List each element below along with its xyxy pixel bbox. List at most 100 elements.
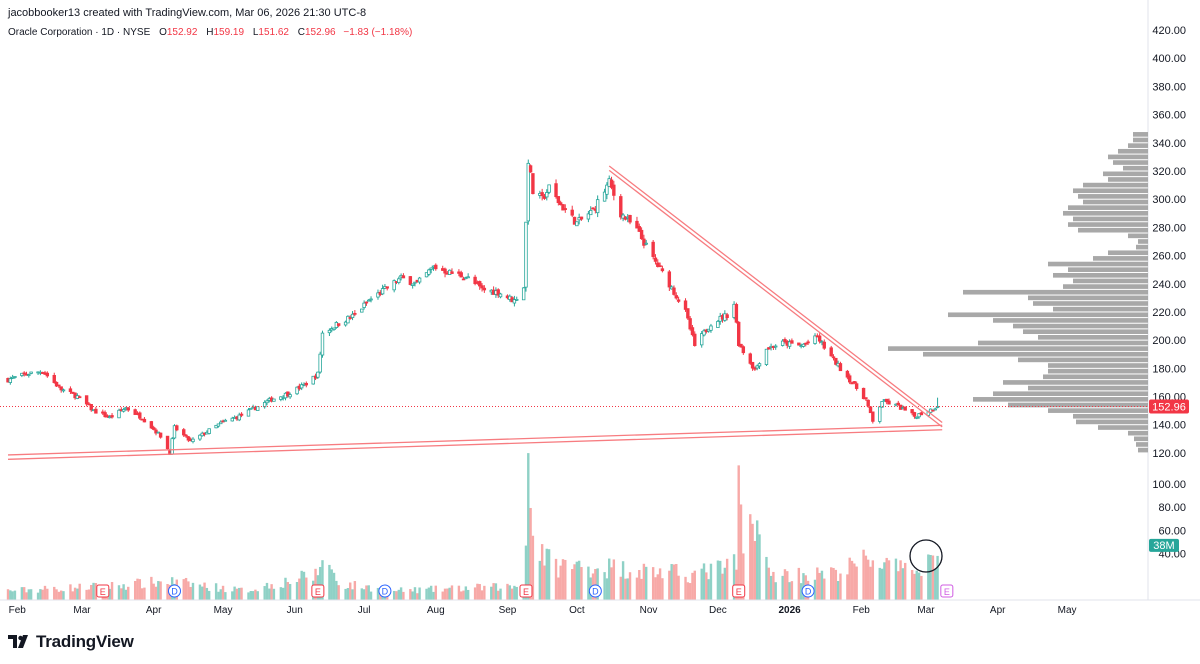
volume-profile-row — [1023, 329, 1148, 335]
price-tick-label: 420.00 — [1152, 25, 1186, 37]
volume-profile-row — [1068, 222, 1148, 227]
volume-bar — [494, 583, 498, 600]
candle-body — [753, 367, 757, 370]
time-tick-label: Apr — [146, 605, 162, 616]
candle-body — [871, 411, 875, 422]
change-value: −1.83 (−1.18%) — [343, 27, 413, 38]
volume-bar — [434, 585, 437, 600]
volume-bar — [362, 589, 366, 600]
price-axis[interactable]: 120.00140.00160.00180.00200.00220.00240.… — [1149, 25, 1189, 561]
volume-bar — [480, 590, 484, 600]
volume-bar — [265, 582, 269, 600]
volume-bar — [466, 589, 470, 600]
volume-bar — [540, 544, 544, 600]
volume-bar — [524, 545, 528, 600]
volume-bar — [499, 588, 502, 600]
volume-profile-row — [1108, 250, 1148, 256]
candle-body — [219, 421, 223, 425]
tradingview-logo[interactable]: TradingView — [8, 632, 134, 652]
last-price-label: 152.96 — [1152, 401, 1186, 413]
volume-profile-row — [923, 351, 1148, 357]
volume-bar — [818, 572, 821, 600]
candle-body — [198, 434, 202, 440]
volume-bar — [628, 572, 632, 600]
volume-profile-row — [1018, 357, 1148, 363]
high-label: H — [206, 27, 214, 38]
candle-body — [223, 419, 228, 422]
volume-bar — [839, 573, 842, 600]
low-label: L — [252, 27, 259, 38]
volume-bar — [432, 591, 435, 600]
volume-bar — [867, 559, 870, 600]
volume-profile-row — [1128, 143, 1148, 148]
last-price-badge — [1149, 399, 1189, 414]
volume-bar — [917, 572, 921, 600]
volume-bar — [73, 587, 77, 600]
volume-bar — [207, 590, 211, 600]
volume-bar — [450, 585, 454, 600]
candle-body — [318, 353, 322, 373]
candle-body — [526, 162, 530, 222]
volume-bar — [41, 589, 44, 600]
candle-body — [674, 295, 678, 299]
earnings-marker — [940, 584, 954, 598]
candle-body — [427, 269, 431, 275]
volume-bar — [349, 582, 352, 600]
volume-bar — [769, 575, 773, 600]
support-trendline — [7, 424, 943, 456]
candle-body — [214, 424, 218, 429]
volume-bar — [36, 592, 40, 600]
volume-bar — [707, 579, 710, 600]
volume-bar — [281, 587, 285, 600]
candle-body — [450, 271, 454, 274]
candle-body — [126, 407, 130, 411]
volume-bar — [737, 465, 740, 600]
volume-bar — [429, 585, 433, 600]
candle-body — [117, 409, 121, 419]
candle-body — [480, 285, 484, 289]
event-markers: E E E E ED D D D — [96, 539, 954, 598]
candle-body — [343, 321, 348, 326]
volume-bar — [462, 590, 465, 600]
candle-body — [915, 416, 919, 419]
volume-profile-row — [1078, 194, 1148, 199]
volume-bar — [286, 582, 289, 600]
candle-body — [182, 429, 186, 436]
candle-body — [110, 415, 114, 418]
volume-bar — [605, 578, 609, 600]
volume-bar — [684, 576, 687, 600]
candle-body — [931, 409, 935, 412]
volume-bar — [346, 588, 350, 600]
candle-body — [686, 308, 690, 319]
candle-body — [175, 425, 179, 431]
volume-bar — [9, 590, 12, 600]
volume-profile-row — [1038, 335, 1148, 340]
volume-bar — [767, 567, 770, 600]
candle-body — [628, 214, 632, 223]
candle-body — [207, 428, 211, 434]
volume-bar — [268, 588, 271, 600]
candle-body — [910, 409, 914, 414]
candle-body — [561, 204, 565, 211]
candle-body — [887, 400, 891, 405]
volume-bar — [651, 567, 655, 600]
volume-bar — [416, 593, 419, 600]
volume-profile-row — [1113, 160, 1148, 165]
volume-bar — [254, 589, 257, 600]
candle-body — [364, 301, 369, 304]
volume-bar — [675, 563, 678, 600]
candle-body — [764, 348, 769, 365]
volume-bar — [332, 572, 336, 600]
candle-body — [94, 408, 98, 414]
time-axis[interactable]: Feb Mar Apr May Jun Jul Aug Sep Oct Nov Dec 2026 Feb… — [0, 599, 1200, 616]
volume-bar — [878, 567, 881, 600]
volume-bar — [201, 586, 204, 600]
volume-bar — [219, 589, 222, 600]
dividend-marker — [588, 584, 602, 598]
volume-bar — [27, 589, 31, 600]
time-tick-label: Sep — [499, 605, 517, 616]
candle-body — [880, 401, 884, 408]
volume-bar — [263, 586, 266, 600]
volume-bar — [497, 590, 500, 600]
